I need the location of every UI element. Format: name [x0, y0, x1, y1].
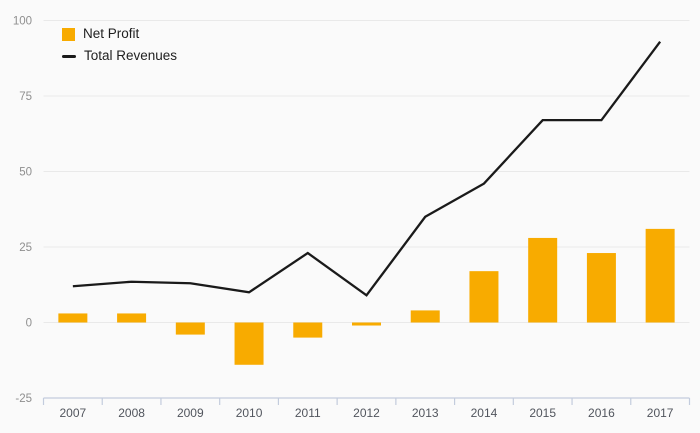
bar-2010[interactable] — [234, 322, 264, 365]
legend-label-total-revenues: Total Revenues — [84, 48, 178, 63]
y-axis-tick-label: 75 — [19, 91, 32, 103]
x-axis-tick-label: 2013 — [412, 406, 439, 420]
y-axis-tick-label: 50 — [19, 167, 32, 179]
bar-2017[interactable] — [645, 228, 675, 323]
line-series-swatch-icon — [62, 54, 76, 58]
x-axis-tick-label: 2008 — [118, 406, 145, 420]
x-axis-tick-label: 2009 — [177, 406, 204, 420]
bar-2015[interactable] — [528, 237, 558, 323]
bar-2007[interactable] — [58, 313, 88, 323]
bar-2008[interactable] — [117, 313, 147, 323]
total-revenues-line — [72, 40, 662, 297]
x-axis-tick-label: 2007 — [60, 406, 87, 420]
x-axis-tick-label: 2016 — [588, 406, 615, 420]
bar-2009[interactable] — [175, 322, 205, 335]
x-axis-tick-label: 2015 — [529, 406, 556, 420]
bar-2012[interactable] — [352, 322, 381, 326]
bar-2016[interactable] — [586, 253, 616, 323]
legend-item-net-profit[interactable]: Net Profit — [62, 26, 177, 42]
x-axis-tick-label: 2011 — [295, 406, 321, 420]
y-axis-tick-label: 25 — [19, 242, 32, 254]
bar-2011[interactable] — [293, 322, 323, 338]
x-axis-tick-label: 2014 — [471, 406, 498, 420]
legend-label-net-profit: Net Profit — [83, 26, 140, 41]
x-axis-tick-label: 2012 — [353, 406, 380, 420]
y-axis-tick-label: 0 — [26, 318, 32, 330]
x-axis-tick-label: 2017 — [647, 406, 674, 420]
legend-item-total-revenues[interactable]: Total Revenues — [62, 48, 177, 64]
legend: Net Profit Total Revenues — [62, 26, 177, 64]
y-axis-tick-label: 100 — [13, 16, 32, 28]
bar-series-swatch-icon — [62, 27, 75, 41]
y-axis-tick-label: -25 — [15, 393, 32, 405]
bar-2014[interactable] — [469, 271, 499, 323]
bar-2013[interactable] — [410, 310, 440, 323]
x-axis-tick-label: 2010 — [236, 406, 263, 420]
